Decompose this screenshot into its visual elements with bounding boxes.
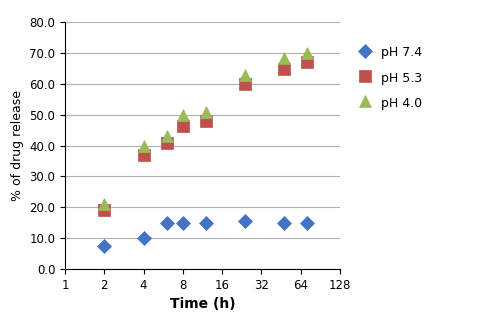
Y-axis label: % of drug release: % of drug release [10, 90, 24, 201]
X-axis label: Time (h): Time (h) [170, 297, 235, 311]
pH 4.0 [102, 202, 107, 206]
pH 5.3 [203, 119, 209, 123]
pH 7.4 [242, 219, 248, 223]
pH 7.4 [102, 244, 107, 248]
pH 4.0 [203, 110, 209, 114]
Line: pH 5.3: pH 5.3 [98, 57, 313, 216]
pH 5.3 [102, 208, 107, 212]
pH 7.4 [282, 221, 288, 225]
pH 5.3 [180, 124, 186, 127]
pH 7.4 [140, 236, 146, 240]
pH 5.3 [242, 82, 248, 86]
pH 5.3 [304, 60, 310, 64]
pH 7.4 [203, 221, 209, 225]
pH 4.0 [140, 144, 146, 148]
Line: pH 4.0: pH 4.0 [98, 48, 313, 210]
pH 4.0 [164, 134, 170, 138]
pH 5.3 [140, 153, 146, 157]
Line: pH 7.4: pH 7.4 [100, 216, 312, 251]
Legend: pH 7.4, pH 5.3, pH 4.0: pH 7.4, pH 5.3, pH 4.0 [354, 41, 426, 114]
pH 4.0 [304, 51, 310, 55]
pH 5.3 [282, 67, 288, 70]
pH 4.0 [180, 113, 186, 117]
pH 7.4 [304, 221, 310, 225]
pH 5.3 [164, 140, 170, 144]
pH 7.4 [180, 221, 186, 225]
pH 4.0 [282, 56, 288, 60]
pH 4.0 [242, 73, 248, 77]
pH 7.4 [164, 221, 170, 225]
